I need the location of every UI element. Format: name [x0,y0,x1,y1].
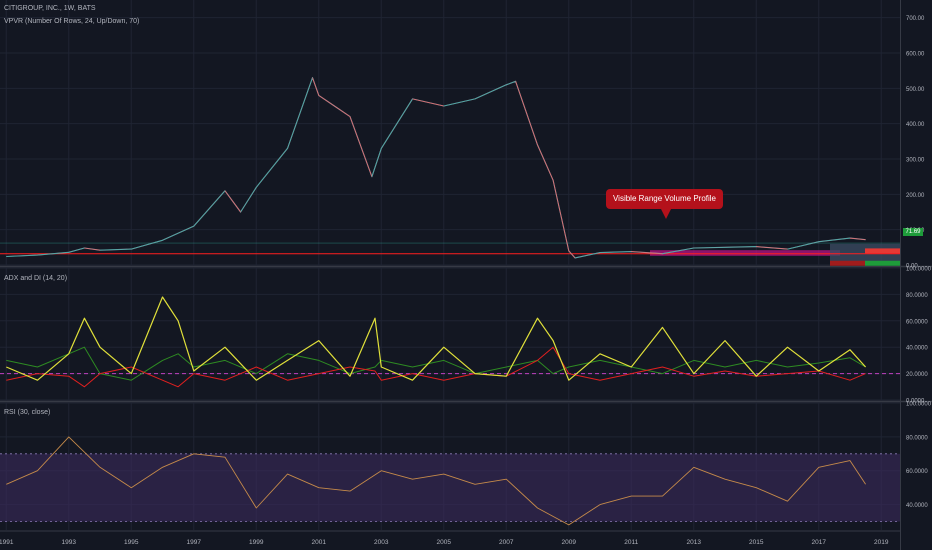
candle-down [349,116,373,177]
candle-up [99,248,132,251]
candle-up [693,246,726,249]
candle-up [6,254,38,257]
x-tick-label: 1993 [62,539,77,546]
x-tick-label: 2005 [437,539,452,546]
candle-down [568,250,576,259]
volume-profile-callout: Visible Range Volume Profile [606,189,723,219]
volume-profile-value-area [650,250,840,256]
y-tick-label: 600.00 [906,52,925,58]
candle-down [552,180,570,251]
candle-up [371,148,382,177]
rsi-title: RSI (30, close) [4,409,51,416]
x-tick-label: 1991 [0,539,14,546]
rsi-line [6,436,866,526]
y-tick-label: 500.00 [906,87,925,93]
adx-line [6,296,867,381]
candle-down [312,77,320,96]
y-tick-label: 80.0000 [906,293,928,299]
adx-title: ADX and DI (14, 20) [4,275,68,282]
x-tick-label: 1999 [249,539,264,546]
candle-up [287,77,313,149]
x-tick-label: 2001 [312,539,327,546]
vp-row-up [865,260,900,266]
x-tick-label: 2007 [499,539,514,546]
candle-down [631,251,663,255]
candle-up [787,241,819,250]
candle-up [193,190,226,227]
y-tick-label: 700.00 [906,16,925,22]
candle-down [412,98,444,107]
x-tick-label: 2019 [874,539,889,546]
price-series [6,77,866,259]
x-tick-label: 2009 [562,539,577,546]
y-tick-label: 40.0000 [906,503,928,509]
di-plus-line [6,346,866,381]
x-tick-label: 2011 [624,539,638,546]
y-tick-label: 100.0000 [906,402,932,408]
candle-down [515,81,538,145]
x-tick-label: 1997 [187,539,202,546]
y-tick-label: 0.00 [906,264,918,270]
x-tick-label: 1995 [124,539,139,546]
vp-row-down [865,248,900,254]
y-tick-label: 400.00 [906,122,925,128]
x-tick-label: 2015 [749,539,764,546]
candle-down [224,190,241,213]
candle-down [756,246,788,250]
candle-up [506,80,516,86]
vp-row-down [830,260,865,266]
candle-up [380,98,413,149]
candle-up [599,251,632,253]
candle-up [662,247,694,255]
candle-down [84,247,101,251]
di-minus-line [6,346,866,388]
candle-up [162,225,194,241]
candle-up [724,246,757,248]
y-tick-label: 200.00 [906,193,925,199]
candle-up [443,98,476,107]
candle-up [255,148,288,188]
candle-up [574,252,601,259]
y-tick-label: 60.0000 [906,319,928,325]
x-tick-label: 2017 [812,539,827,546]
y-tick-label: 300.00 [906,158,925,164]
candle-up [474,84,507,100]
x-tick-label: 2003 [374,539,389,546]
candle-down [334,105,351,117]
candle-up [68,247,85,253]
candle-up [240,187,257,213]
y-tick-label: 80.0000 [906,435,928,441]
candle-up [131,239,163,250]
y-tick-label: 60.0000 [906,469,928,475]
candle-up [818,237,851,243]
candle-down [849,237,866,241]
symbol-title: CITIGROUP, INC., 1W, BATS [4,5,96,12]
candle-up [37,251,69,256]
y-tick-label: 0.0000 [906,399,925,405]
y-tick-label: 100.0000 [906,267,932,273]
last-price-badge: 71.69 [903,228,923,236]
y-tick-label: 40.0000 [906,346,928,352]
vpvr-title: VPVR (Number Of Rows, 24, Up/Down, 70) [4,18,140,25]
rsi-band [0,453,900,522]
candle-down [318,95,335,107]
x-tick-label: 2013 [687,539,702,546]
y-tick-label: 20.0000 [906,372,928,378]
candle-down [537,144,554,181]
